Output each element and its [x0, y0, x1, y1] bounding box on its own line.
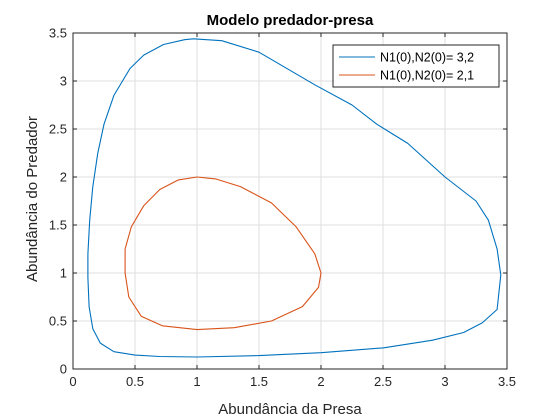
y-tick-label: 0.5: [49, 314, 67, 329]
x-tick-label: 3: [441, 374, 448, 389]
legend-entry-label: N1(0),N2(0)= 3,2: [380, 51, 474, 65]
legend-entry-label: N1(0),N2(0)= 2,1: [380, 69, 474, 83]
series-line-1: [87, 38, 502, 358]
y-tick-label: 0: [60, 362, 67, 377]
x-tick-label: 3.5: [498, 374, 516, 389]
legend-box: [332, 44, 500, 88]
x-tick-label: 2.5: [374, 374, 392, 389]
axis-ticks: 0 0.5 1 1.5 2 2.5 3 3.5 0 0.5 1 1.5 2 2.5 3 3.5: [49, 26, 516, 390]
grid: [72, 32, 508, 370]
x-tick-label: 2: [317, 374, 324, 389]
y-tick-label: 3: [60, 74, 67, 89]
chart-title: Modelo predador-presa: [207, 12, 374, 29]
series-line-2: [124, 176, 322, 331]
x-axis-title: Abundância da Presa: [218, 401, 362, 418]
y-tick-label: 1: [60, 266, 67, 281]
x-tick-label: 1: [193, 374, 200, 389]
y-axis-title: Abundância do Predador: [24, 116, 41, 282]
x-tick-label: 0.5: [126, 374, 144, 389]
y-tick-label: 3.5: [49, 26, 67, 41]
series-lines: [87, 38, 502, 358]
plot-area-border: [72, 32, 508, 370]
y-tick-label: 1.5: [49, 218, 67, 233]
x-tick-label: 0: [69, 374, 76, 389]
y-tick-label: 2: [60, 170, 67, 185]
x-tick-label: 1.5: [250, 374, 268, 389]
y-tick-label: 2.5: [49, 122, 67, 137]
legend: N1(0),N2(0)= 3,2 N1(0),N2(0)= 2,1: [332, 44, 500, 88]
